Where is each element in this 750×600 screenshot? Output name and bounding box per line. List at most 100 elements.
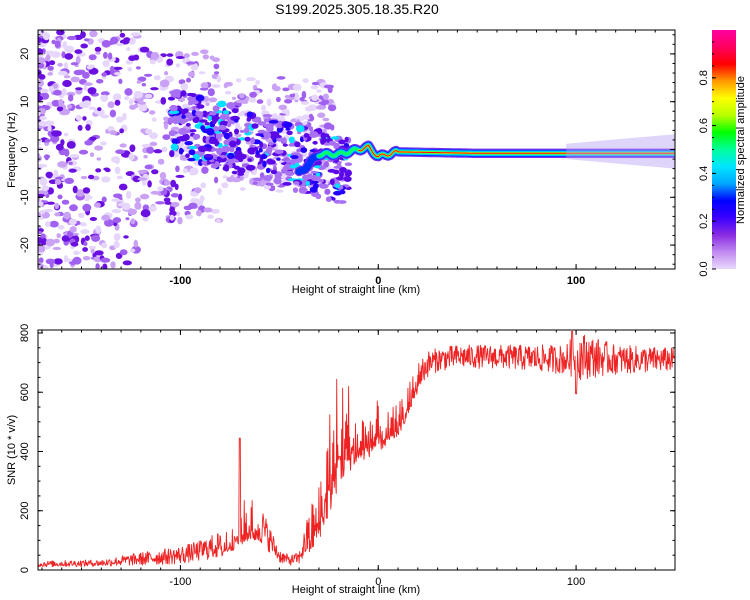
spectrogram-blob	[192, 133, 201, 140]
spectrogram-blob	[318, 95, 324, 100]
spectrogram-blob	[338, 139, 346, 145]
spectrogram-blob	[82, 247, 88, 252]
spectrogram-blob	[95, 225, 102, 234]
spectrogram-blob	[44, 154, 49, 161]
spectrogram-blob	[52, 246, 62, 251]
spectrogram-blob	[227, 152, 235, 160]
spectrogram-blob	[264, 118, 269, 123]
spectrogram-blob	[38, 111, 41, 117]
spectrogram-blob	[200, 125, 206, 131]
spectrogram-blob	[84, 197, 90, 202]
spectrogram-blob	[115, 149, 125, 154]
spectrogram-blob	[45, 258, 56, 265]
spectrogram-blob	[111, 156, 121, 163]
spectrogram-blob	[202, 135, 207, 143]
spectrogram-blob	[200, 82, 209, 89]
spectrogram-blob	[178, 79, 186, 85]
spectrogram-blob	[234, 118, 239, 123]
spectrogram-blob	[200, 182, 207, 189]
spectrogram-blob	[45, 238, 55, 247]
spectrogram-blob	[201, 160, 208, 165]
spectrogram-blob	[56, 30, 65, 36]
spectrogram-blob	[70, 76, 80, 83]
spectrogram-blob	[102, 60, 110, 68]
spectrogram-blob	[276, 120, 284, 129]
spectrogram-blob	[111, 198, 121, 202]
spectrogram-blob	[141, 83, 146, 87]
spectrogram-blob	[89, 217, 98, 221]
spectrogram-blob	[330, 136, 340, 140]
spectrogram-blob	[51, 130, 61, 137]
spectrogram-blob	[139, 193, 150, 200]
spectrogram-blob	[118, 78, 123, 85]
spectrogram-blob	[243, 172, 249, 179]
snr-panel: -100 0 100 0 200 400 600 800 Height of straight…	[6, 324, 676, 596]
spectrogram-blob	[61, 88, 67, 96]
spectrogram-blob	[50, 134, 60, 143]
spectrogram-blob	[107, 126, 115, 132]
spectrogram-blob	[107, 101, 115, 109]
spectrogram-blob	[129, 248, 136, 253]
spectrogram-blob	[119, 32, 126, 38]
spectrogram-blob	[239, 187, 246, 191]
spectrogram-blob	[157, 158, 165, 165]
spectrogram-blob	[76, 69, 86, 74]
spectrogram-blob	[125, 190, 132, 199]
spectrogram-blob	[260, 153, 268, 160]
spectrogram-blob	[308, 113, 314, 119]
spectrogram-blob	[271, 113, 278, 120]
spectrogram-blob	[217, 188, 222, 196]
spectrogram-blob	[187, 157, 196, 162]
spectrogram-blob	[343, 176, 352, 182]
spectrogram-blob	[83, 241, 88, 247]
spectrogram-blob	[82, 203, 92, 212]
spectrogram-blob	[75, 87, 83, 91]
spectrogram-blob	[217, 133, 224, 138]
spectrogram-blob	[294, 141, 301, 148]
spectrogram-blob	[115, 252, 123, 259]
spectrogram-blob	[302, 174, 311, 181]
spectrogram-blob	[303, 133, 310, 138]
colorbar-tick-label: 0.8	[698, 70, 710, 85]
spectrogram-blob	[278, 104, 288, 111]
spectrogram-blob	[301, 101, 310, 105]
spectrogram-blob	[344, 162, 353, 166]
spectrogram-blob	[199, 119, 208, 123]
y-tick-label: 800	[19, 324, 31, 342]
spectrogram-blob	[66, 35, 77, 41]
spectrogram-blob	[251, 123, 259, 129]
spectrogram-blob	[147, 180, 152, 188]
spectrogram-blob	[239, 93, 245, 99]
colorbar-ticks: 0.0 0.2 0.4 0.6 0.8	[698, 41, 716, 277]
spectrogram-blob	[233, 150, 243, 156]
spectrogram-blob	[123, 37, 131, 42]
spectrogram-blob	[119, 249, 128, 256]
spectrogram-blob	[310, 85, 319, 90]
spectrogram-blob	[100, 94, 109, 103]
spectrogram-blob	[235, 78, 242, 83]
spectrogram-blob	[285, 159, 291, 164]
spectrogram-blob	[323, 122, 333, 130]
spectrogram-blob	[168, 116, 177, 124]
spectrogram-blob	[226, 102, 236, 109]
spectrogram-blob	[57, 225, 65, 230]
spectrogram-blob	[130, 218, 136, 225]
spectrogram-blob	[217, 100, 227, 108]
spectrogram-blob	[39, 115, 47, 121]
spectrogram-blob	[193, 187, 202, 193]
spectrogram-blob	[231, 108, 239, 114]
spectrogram-xlabel: Height of straight line (km)	[292, 284, 420, 296]
spectrogram-blob	[80, 175, 88, 180]
spectrogram-blob	[66, 104, 73, 109]
spectrogram-blob	[61, 199, 70, 205]
spectrogram-blob	[213, 63, 220, 70]
spectrogram-blob	[89, 30, 98, 38]
spectrogram-blob	[186, 112, 193, 120]
spectrogram-blob	[181, 110, 186, 116]
spectrogram-blob	[42, 265, 49, 269]
spectrogram-blob	[137, 169, 148, 174]
spectrogram-blob	[38, 74, 46, 80]
spectrogram-blob	[95, 51, 101, 55]
spectrogram-blob	[151, 117, 157, 122]
